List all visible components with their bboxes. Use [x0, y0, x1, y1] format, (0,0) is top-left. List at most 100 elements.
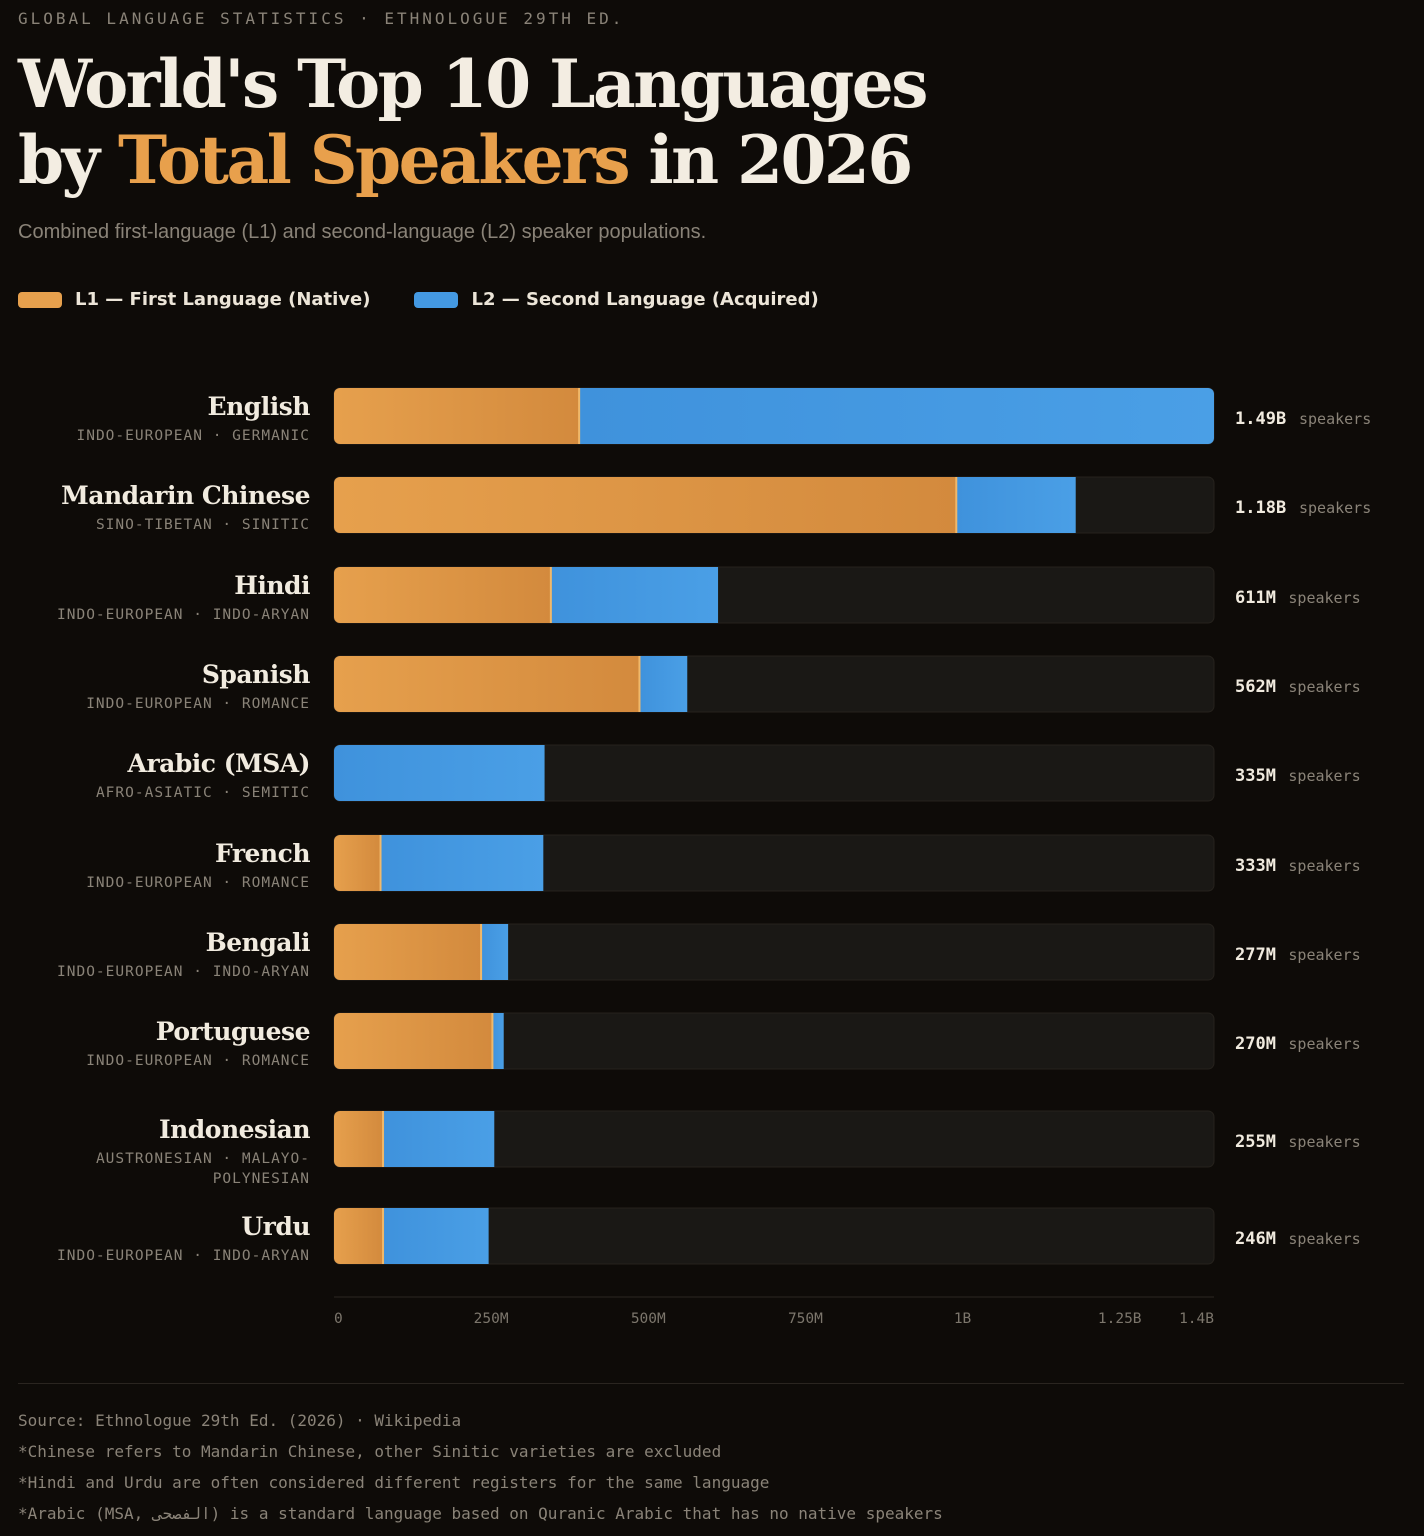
title-line-1: World's Top 10 Languages: [18, 45, 928, 123]
bar-l2-arabic-msa: [334, 745, 545, 801]
bar-l1-portuguese: [334, 1013, 493, 1069]
bar-row-spanish: Spanish INDO-EUROPEAN · ROMANCE 562M speake…: [86, 655, 1361, 713]
total-speakers-unit: speakers: [1288, 946, 1360, 964]
bar-l1-french: [334, 835, 381, 891]
bar-l1-urdu: [334, 1208, 384, 1264]
bar-l1-hindi: [334, 567, 551, 623]
x-tick-label: 250M: [474, 1311, 509, 1327]
bar-row-english: English INDO-EUROPEAN · GERMANIC 1.49B spea…: [76, 387, 1371, 445]
bar-l2-spanish: [639, 656, 688, 712]
language-name: Mandarin Chinese: [61, 481, 310, 510]
segment-divider: [578, 388, 581, 444]
segment-divider: [379, 835, 382, 891]
x-tick-label: 1.4B: [1179, 1311, 1214, 1327]
footer-note-hindi-urdu: *Hindi and Urdu are often considered dif…: [18, 1473, 770, 1492]
language-family: INDO-EUROPEAN · ROMANCE: [86, 875, 310, 891]
language-family: INDO-EUROPEAN · INDO-ARYAN: [57, 1248, 310, 1264]
bar-l1-mandarin-chinese: [334, 477, 957, 533]
segment-divider: [955, 477, 958, 533]
language-name: Portuguese: [156, 1017, 310, 1046]
bar-segments: [334, 835, 544, 891]
language-family: INDO-EUROPEAN · INDO-ARYAN: [57, 964, 310, 980]
bar-row-urdu: Urdu INDO-EUROPEAN · INDO-ARYAN 246M speake…: [57, 1207, 1361, 1265]
title-line-2-post: in 2026: [628, 121, 914, 199]
language-family: INDO-EUROPEAN · ROMANCE: [86, 696, 310, 712]
language-family: AFRO-ASIATIC · SEMITIC: [96, 785, 310, 801]
total-speakers-unit: speakers: [1299, 499, 1371, 517]
bar-l2-mandarin-chinese: [956, 477, 1076, 533]
total-speakers-unit: speakers: [1288, 857, 1360, 875]
language-name: Bengali: [206, 928, 310, 957]
language-family: INDO-EUROPEAN · ROMANCE: [86, 1053, 310, 1069]
legend-swatch-l2: [414, 291, 459, 308]
segment-divider: [382, 1111, 385, 1167]
bar-l2-hindi: [550, 567, 719, 623]
segment-divider: [382, 1208, 385, 1264]
total-speakers-value: 277M: [1235, 945, 1276, 965]
bar-row-mandarin-chinese: Mandarin Chinese SINO-TIBETAN · SINITIC 1.…: [61, 476, 1371, 534]
total-speakers-unit: speakers: [1288, 767, 1360, 785]
x-tick-label: 750M: [788, 1311, 823, 1327]
footer: Source: Ethnologue 29th Ed. (2026) · Wik…: [18, 1408, 943, 1532]
total-speakers-value: 1.49B: [1235, 409, 1286, 429]
total-speakers-unit: speakers: [1288, 1133, 1360, 1151]
bar-l2-portuguese: [492, 1013, 504, 1069]
bar-l2-french: [380, 835, 544, 891]
bar-row-indonesian: Indonesian AUSTRONESIAN · MALAYO- POLYNESI…: [96, 1110, 1361, 1187]
segment-divider: [480, 924, 483, 980]
total-speakers-value: 246M: [1235, 1229, 1276, 1249]
bar-l2-bengali: [481, 924, 509, 980]
segment-divider: [491, 1013, 494, 1069]
total-speakers-value: 562M: [1235, 677, 1276, 697]
language-family: POLYNESIAN: [213, 1171, 310, 1187]
total-speakers-unit: speakers: [1288, 1035, 1360, 1053]
bar-l1-english: [334, 388, 580, 444]
bar-row-portuguese: Portuguese INDO-EUROPEAN · ROMANCE 270M spe…: [86, 1012, 1361, 1070]
bar-segments: [334, 656, 688, 712]
total-speakers-unit: speakers: [1299, 410, 1371, 428]
segment-divider: [638, 656, 641, 712]
page-title: World's Top 10 Languages by Total Speake…: [18, 45, 928, 199]
x-tick-label: 1B: [954, 1311, 972, 1327]
total-speakers-unit: speakers: [1288, 678, 1360, 696]
bar-segments: [334, 1111, 495, 1167]
bar-segments: [334, 1013, 504, 1069]
total-speakers-value: 611M: [1235, 588, 1276, 608]
legend-item-l2: L2 — Second Language (Acquired): [414, 289, 819, 310]
x-tick-label: 1.25B: [1098, 1311, 1142, 1327]
kicker: GLOBAL LANGUAGE STATISTICS · ETHNOLOGUE …: [18, 9, 625, 28]
bar-segments: [334, 924, 509, 980]
bar-l1-indonesian: [334, 1111, 384, 1167]
legend-swatch-l1: [18, 291, 62, 308]
title-line-2-pre: by: [18, 121, 118, 199]
language-family: INDO-EUROPEAN · GERMANIC: [76, 428, 310, 444]
legend-label-l2: L2 — Second Language (Acquired): [471, 289, 819, 310]
language-name: Urdu: [241, 1212, 310, 1241]
x-tick-label: 500M: [631, 1311, 666, 1327]
bar-l2-indonesian: [383, 1111, 495, 1167]
language-family: AUSTRONESIAN · MALAYO-: [96, 1151, 310, 1167]
language-family: SINO-TIBETAN · SINITIC: [96, 517, 310, 533]
bar-segments: [334, 477, 1076, 533]
bar-row-arabic-msa: Arabic (MSA) AFRO-ASIATIC · SEMITIC 335M sp…: [96, 744, 1361, 802]
subtitle: Combined first-language (L1) and second-…: [18, 221, 707, 243]
title-highlight: Total Speakers: [117, 121, 631, 199]
language-name: Arabic (MSA): [127, 749, 310, 778]
bar-segments: [334, 567, 719, 623]
bar-row-bengali: Bengali INDO-EUROPEAN · INDO-ARYAN 277M spe…: [57, 923, 1361, 981]
bar-segments: [334, 745, 545, 801]
segment-divider: [549, 567, 552, 623]
language-name: Spanish: [202, 660, 310, 689]
footer-note-arabic: *Arabic (MSA, الفصحى) is a standard lang…: [18, 1504, 943, 1523]
language-name: Indonesian: [159, 1115, 310, 1144]
total-speakers-unit: speakers: [1288, 1230, 1360, 1248]
language-family: INDO-EUROPEAN · INDO-ARYAN: [57, 607, 310, 623]
legend: L1 — First Language (Native) L2 — Second…: [18, 289, 863, 310]
total-speakers-value: 270M: [1235, 1034, 1276, 1054]
total-speakers-value: 335M: [1235, 766, 1276, 786]
total-speakers-value: 333M: [1235, 856, 1276, 876]
bar-row-hindi: Hindi INDO-EUROPEAN · INDO-ARYAN 611M speak…: [57, 566, 1361, 624]
bar-l2-english: [579, 388, 1214, 444]
language-name: Hindi: [234, 571, 310, 600]
x-tick-label: 0: [334, 1311, 343, 1327]
